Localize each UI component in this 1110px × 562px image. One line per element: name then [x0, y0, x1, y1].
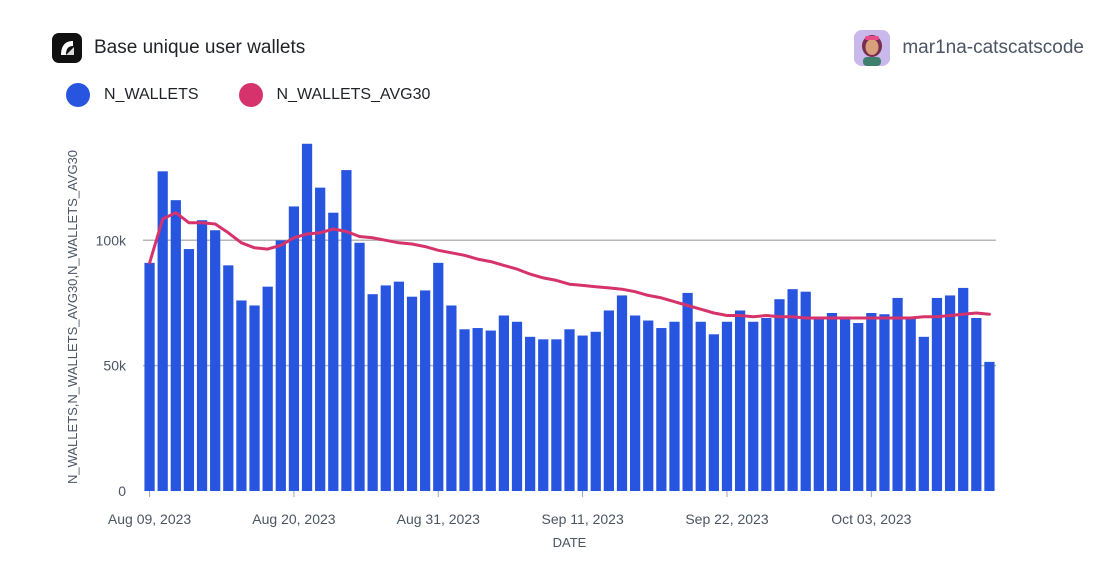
legend-label: N_WALLETS: [104, 86, 199, 103]
bar: [315, 187, 326, 491]
bar: [380, 285, 391, 491]
bar: [525, 336, 536, 491]
legend-label: N_WALLETS_AVG30: [276, 86, 431, 103]
legend-item-n-wallets-avg30[interactable]: N_WALLETS_AVG30: [238, 83, 431, 107]
bar: [905, 318, 916, 491]
bar: [879, 314, 890, 491]
bar: [236, 300, 247, 491]
title-group: Base unique user wallets: [52, 33, 305, 63]
bar: [551, 339, 562, 491]
bar: [538, 339, 549, 491]
bar: [288, 206, 300, 492]
legend-dot-icon: [66, 83, 90, 107]
bar: [787, 289, 798, 491]
bar: [682, 292, 693, 491]
flipside-logo-icon[interactable]: [52, 33, 82, 63]
bar: [695, 321, 706, 491]
bar: [918, 336, 929, 491]
bar: [590, 331, 601, 491]
bar: [853, 323, 864, 491]
bar: [433, 262, 444, 491]
bar: [643, 320, 654, 491]
bar: [577, 335, 588, 491]
bar: [511, 321, 523, 491]
chart-header: Base unique user wallets mar1na-catscats…: [52, 30, 1084, 66]
bar: [564, 329, 575, 491]
y-axis-title: N_WALLETS,N_WALLETS_AVG30,N_WALLETS_AVG3…: [65, 150, 80, 484]
bar: [472, 328, 483, 491]
bar: [971, 318, 982, 491]
bar: [406, 296, 418, 491]
bar: [210, 230, 221, 491]
bar: [839, 319, 851, 491]
y-tick-label: 100k: [96, 232, 127, 248]
bar: [157, 171, 168, 491]
bar: [262, 286, 273, 491]
bar: [144, 262, 155, 491]
bar: [223, 265, 234, 491]
bar: [616, 295, 628, 491]
x-tick-label: Oct 03, 2023: [831, 511, 911, 527]
x-tick-label: Aug 31, 2023: [397, 511, 481, 527]
x-tick-label: Aug 20, 2023: [252, 511, 336, 527]
x-tick-label: Sep 11, 2023: [541, 511, 623, 527]
bar: [761, 318, 772, 491]
bar: [721, 321, 733, 491]
bar: [393, 281, 405, 491]
bar: [656, 328, 667, 491]
bar: [446, 305, 457, 491]
bar: [170, 200, 181, 491]
bar: [708, 334, 719, 491]
bar: [301, 143, 313, 491]
legend-item-n-wallets[interactable]: N_WALLETS: [66, 83, 199, 107]
chart-title: Base unique user wallets: [94, 37, 306, 58]
bar: [603, 310, 614, 491]
avg30-line: [148, 211, 991, 320]
bar: [866, 312, 877, 491]
user-profile[interactable]: mar1na-catscatscode: [854, 30, 1084, 66]
bar: [498, 315, 510, 491]
x-tick-label: Aug 09, 2023: [108, 511, 192, 527]
bar: [354, 242, 365, 491]
bar: [629, 315, 641, 491]
bar: [734, 310, 746, 491]
bar: [275, 240, 286, 491]
bar: [931, 297, 943, 491]
bar: [341, 170, 352, 492]
y-tick-label: 50k: [103, 358, 127, 374]
bar: [196, 220, 208, 491]
bar: [183, 249, 195, 491]
legend-dot-icon: [238, 83, 263, 107]
bar: [984, 361, 995, 491]
bar: [328, 212, 339, 491]
y-tick-label: 0: [118, 483, 126, 499]
x-axis-title: DATE: [553, 535, 587, 550]
chart-legend: N_WALLETS N_WALLETS_AVG30: [66, 83, 430, 107]
bar: [944, 295, 956, 491]
bar: [459, 329, 470, 491]
user-avatar-icon[interactable]: [854, 30, 891, 66]
bar: [813, 318, 824, 491]
bar: [249, 305, 260, 491]
bar: [485, 330, 496, 491]
bar: [958, 287, 969, 491]
bar: [800, 291, 811, 491]
bar: [774, 299, 785, 491]
username[interactable]: mar1na-catscatscode: [902, 37, 1084, 58]
x-tick-label: Sep 22, 2023: [685, 511, 769, 527]
bar: [669, 321, 680, 491]
bar: [367, 294, 378, 491]
bar: [420, 290, 431, 491]
bar: [892, 297, 903, 491]
bar: [748, 321, 759, 491]
bar: [826, 312, 838, 491]
